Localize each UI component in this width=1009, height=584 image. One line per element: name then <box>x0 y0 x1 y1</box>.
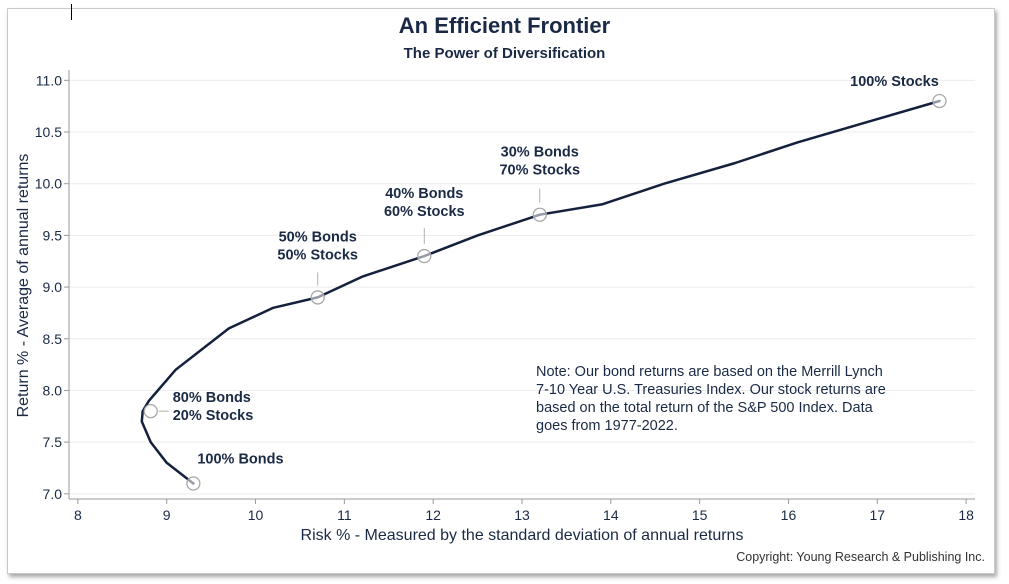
y-tick-label: 9.5 <box>43 227 63 243</box>
x-tick-label: 8 <box>74 507 82 523</box>
frontier-line <box>140 99 941 485</box>
y-tick-label: 10.5 <box>35 124 62 140</box>
portfolio-label: 70% Stocks <box>499 163 580 179</box>
y-tick-label: 7.5 <box>43 434 63 450</box>
y-tick-label: 11.0 <box>36 72 62 88</box>
chart-note: Note: Our bond returns are based on the … <box>536 363 926 435</box>
portfolio-marker <box>310 290 325 305</box>
portfolio-label: 40% Bonds <box>385 186 463 202</box>
portfolio-marker <box>532 207 547 222</box>
portfolio-label: 50% Bonds <box>279 229 357 245</box>
x-tick-label: 17 <box>870 507 886 523</box>
x-tick-label: 18 <box>958 507 974 523</box>
chart-subtitle: The Power of Diversification <box>403 45 606 62</box>
portfolio-label: 60% Stocks <box>384 204 465 220</box>
note-line: 7-10 Year U.S. Treasuries Index. Our sto… <box>536 382 886 398</box>
text-cursor <box>71 4 72 20</box>
x-tick-label: 10 <box>248 507 264 523</box>
x-tick-label: 13 <box>514 507 530 523</box>
portfolio-label: 30% Bonds <box>501 145 579 161</box>
y-tick-label: 7.0 <box>43 486 63 502</box>
x-tick-label: 16 <box>781 507 797 523</box>
x-tick-label: 15 <box>692 507 708 523</box>
x-tick-label: 11 <box>337 507 352 523</box>
portfolio-marker <box>417 248 432 264</box>
portfolio-marker <box>143 403 158 419</box>
note-line: based on the total return of the S&P 500… <box>536 400 873 416</box>
portfolio-label: 100% Bonds <box>197 451 283 467</box>
x-tick-label: 14 <box>603 507 619 523</box>
x-tick-label: 12 <box>425 507 441 523</box>
y-axis-label: Return % - Average of annual returns <box>15 154 32 418</box>
portfolio-label: 100% Stocks <box>850 74 939 90</box>
note-line: Note: Our bond returns are based on the … <box>536 364 883 380</box>
y-tick-label: 8.5 <box>43 331 63 347</box>
note-line: goes from 1977-2022. <box>536 418 678 434</box>
portfolio-label: 50% Stocks <box>277 247 358 263</box>
copyright-text: Copyright: Young Research & Publishing I… <box>736 550 985 564</box>
portfolio-marker <box>932 93 947 109</box>
portfolio-marker <box>186 476 201 491</box>
x-tick-label: 9 <box>163 507 171 523</box>
chart-title: An Efficient Frontier <box>398 13 611 38</box>
chart-card <box>7 8 995 574</box>
portfolio-label: 80% Bonds <box>173 390 251 406</box>
y-tick-label: 8.0 <box>43 382 63 398</box>
y-tick-label: 9.0 <box>43 279 63 295</box>
y-tick-label: 10.0 <box>35 176 62 192</box>
portfolio-label: 20% Stocks <box>173 408 254 424</box>
x-axis-label: Risk % - Measured by the standard deviat… <box>301 527 744 544</box>
